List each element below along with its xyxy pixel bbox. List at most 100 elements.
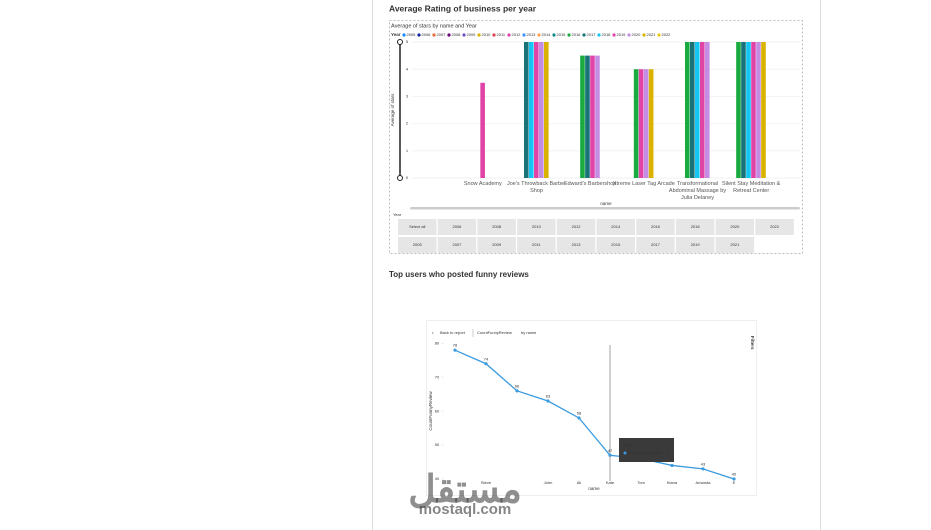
x-tick-label: Transformational Abdominal Massage by Ju… [668,181,727,201]
tooltip-series: CountFunnyReview [628,451,661,455]
slicer-button[interactable] [675,219,715,235]
slider-handle[interactable] [397,175,403,181]
legend-label: 2018 [602,32,612,37]
slicer-button[interactable] [517,237,556,253]
data-label: 43 [701,461,706,466]
slicer-button[interactable] [596,219,636,235]
slicer-button[interactable] [556,219,596,235]
slicer-button[interactable] [556,237,596,253]
legend-label: 2015 [557,32,567,37]
legend-label: 2013 [527,32,537,37]
y-tick-label: 0 [406,175,409,180]
bar [648,69,654,178]
slicer-button[interactable] [398,219,437,235]
slicer-button-label: 2015 [611,242,621,247]
x-tick-label: John [544,480,553,485]
point [484,362,488,366]
x-tick-label: Kate [606,480,615,485]
slicer-button[interactable] [477,237,516,253]
slicer-button[interactable] [636,237,675,253]
slicer-button[interactable] [596,237,636,253]
slicer-button-label: 2022 [770,224,780,229]
breadcrumb-by: by name [521,330,537,335]
slicer-button-label: 2005 [413,242,423,247]
x-tick-label: Joe's Throwback Barber Shop [506,181,567,194]
slicer-button[interactable] [437,237,477,253]
y-tick-label: 70 [435,374,440,379]
x-tick-label: Xtreme Laser Tag Arcade [612,181,675,187]
bar [633,69,639,178]
y-tick-label: 2 [406,121,409,126]
slicer-button-label: 2010 [532,224,542,229]
section-heading: Top users who posted funny reviews [389,270,529,279]
bar [638,69,644,178]
x-tick-label: Kiana [667,480,678,485]
slider-handle[interactable] [397,39,403,45]
x-axis-label: name [588,486,600,491]
legend-label: 2007 [437,32,447,37]
slicer-button-label: 2019 [691,242,701,247]
slicer-button-label: 2018 [691,224,701,229]
bar [524,42,529,178]
slicer-button[interactable] [437,219,477,235]
legend-swatch [522,33,526,37]
slicer-button[interactable] [675,237,715,253]
back-button[interactable]: Back to report [440,330,466,335]
bar [700,42,705,178]
bar [690,42,695,178]
y-tick-label: 4 [406,66,409,71]
watermark: mostaql.com [419,501,512,518]
slicer-button[interactable] [477,219,516,235]
y-axis-label: CountFunnyReview [428,391,433,431]
legend-swatch [402,33,406,37]
legend-label: 2008 [452,32,462,37]
x-tick-label: Steve [481,480,492,485]
data-label: 58 [577,411,582,416]
visual-frame [389,20,803,254]
bar [539,42,544,178]
slicer-button[interactable] [715,237,755,253]
slicer-button-label: 2012 [572,224,582,229]
slicer-button[interactable] [517,219,556,235]
legend-label: 2014 [542,32,552,37]
x-axis-label: name [600,201,612,206]
slicer-button[interactable] [715,219,755,235]
y-tick-label: 1 [406,148,409,153]
slicer-button-label: 2011 [532,242,541,247]
y-tick-label: 40 [435,476,440,481]
legend-label: 2019 [617,32,627,37]
data-label: 40 [732,472,737,477]
slicer-button[interactable] [636,219,675,235]
scrollbar[interactable] [410,207,800,210]
y-tick-label: 60 [435,408,440,413]
slicer-button-label: Select all [409,224,425,229]
y-tick-label: 5 [406,39,409,44]
slicer-button-label: 2007 [452,242,462,247]
legend-label: 2016 [572,32,582,37]
x-tick-label: E [733,480,736,485]
legend-swatch [657,33,661,37]
data-label: 78 [453,343,458,348]
legend-label: 2009 [467,32,477,37]
legend-label: 2021 [647,32,657,37]
filters-pane[interactable]: Filters [750,336,755,350]
slicer-button-label: 2013 [572,242,582,247]
legend-label: 2010 [482,32,492,37]
y-tick-label: 80 [435,340,440,345]
bar [580,55,585,178]
slicer-button-label: 2017 [651,242,661,247]
legend-swatch [582,33,586,37]
x-tick-label: Tom [637,480,645,485]
slicer-button-label: 2009 [492,242,502,247]
back-arrow[interactable]: ‹ [432,330,434,336]
slicer-button[interactable] [755,219,794,235]
slicer-button[interactable] [398,237,437,253]
legend-swatch [567,33,571,37]
y-tick-label: 3 [406,93,409,98]
legend-swatch [537,33,541,37]
data-label: 63 [546,394,551,399]
point [546,399,550,403]
point [701,467,705,471]
legend-swatch [507,33,511,37]
bar [534,42,539,178]
